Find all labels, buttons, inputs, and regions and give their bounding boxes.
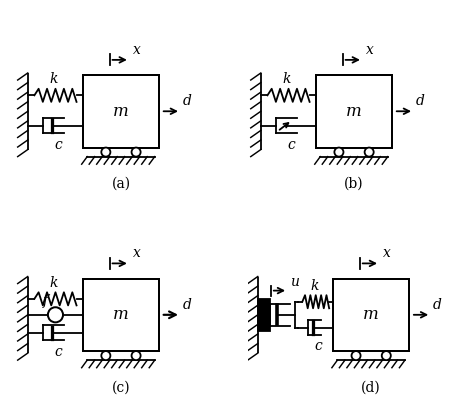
Circle shape: [48, 307, 63, 322]
Text: k: k: [49, 276, 58, 290]
Bar: [258, 299, 270, 331]
Text: u: u: [290, 275, 299, 289]
Text: (b): (b): [344, 177, 364, 191]
Circle shape: [132, 148, 141, 157]
Text: c: c: [55, 138, 63, 152]
Text: f: f: [43, 294, 48, 308]
Text: d: d: [183, 298, 192, 312]
Text: k: k: [310, 279, 319, 293]
Text: x: x: [133, 246, 141, 260]
Circle shape: [101, 351, 110, 360]
Text: (c): (c): [112, 380, 130, 394]
Text: m: m: [113, 306, 129, 323]
Text: m: m: [113, 103, 129, 120]
Text: m: m: [363, 306, 379, 323]
Circle shape: [365, 148, 374, 157]
Text: c: c: [55, 345, 63, 359]
Text: k: k: [283, 72, 291, 86]
Text: (a): (a): [111, 177, 130, 191]
Text: c: c: [288, 138, 295, 152]
Circle shape: [352, 351, 361, 360]
Text: d: d: [416, 94, 425, 108]
Circle shape: [382, 351, 391, 360]
Bar: [316, 75, 392, 148]
Text: x: x: [383, 246, 391, 260]
Bar: [333, 279, 409, 351]
Text: k: k: [49, 72, 58, 86]
Text: x: x: [366, 43, 374, 57]
Text: d: d: [433, 298, 442, 312]
Circle shape: [334, 148, 344, 157]
Circle shape: [101, 148, 110, 157]
Bar: [83, 279, 159, 351]
Text: m: m: [346, 103, 362, 120]
Circle shape: [132, 351, 141, 360]
Bar: [83, 75, 159, 148]
Text: c: c: [314, 339, 322, 353]
Text: d: d: [183, 94, 192, 108]
Text: x: x: [133, 43, 141, 57]
Text: (d): (d): [361, 380, 381, 394]
